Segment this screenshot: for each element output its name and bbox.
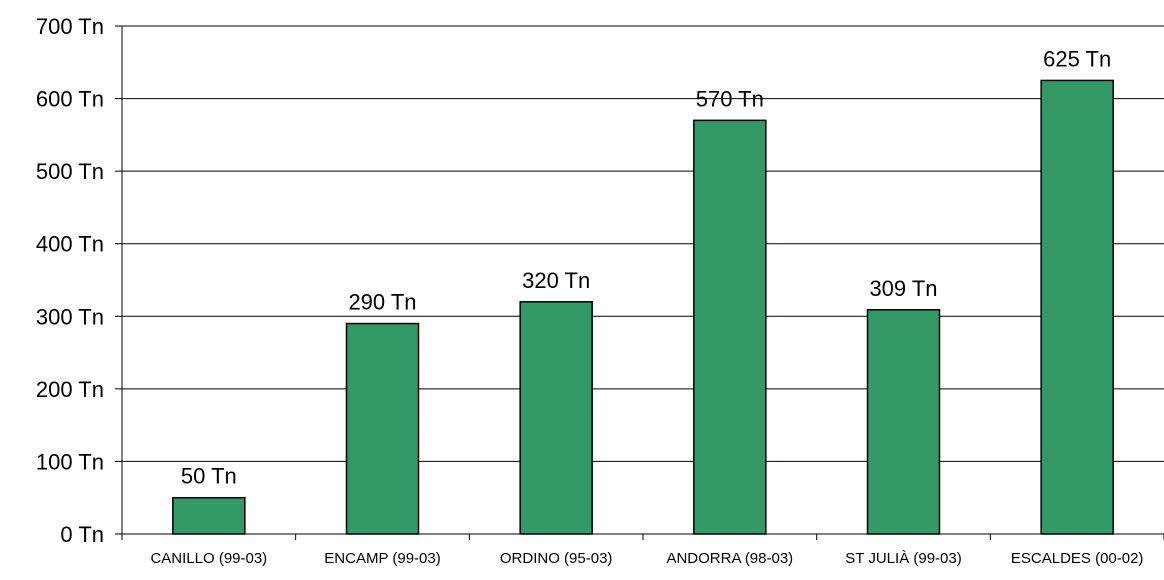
y-tick-label: 300 Tn: [36, 304, 104, 329]
y-tick-label: 500 Tn: [36, 159, 104, 184]
y-tick-label: 600 Tn: [36, 87, 104, 112]
x-category-label: ST JULIÀ (99-03): [845, 550, 961, 567]
x-category-label: ANDORRA (98-03): [666, 550, 793, 567]
x-category-label: ORDINO (95-03): [500, 550, 613, 567]
x-category-label: ENCAMP (99-03): [324, 550, 440, 567]
gridlines: [122, 25, 1164, 462]
bar: [172, 496, 246, 535]
data-label: 290 Tn: [348, 290, 416, 315]
bars: [172, 79, 1114, 535]
labels: 0 Tn 100 Tn 200 Tn 300 Tn 400 Tn 500 Tn 600 Tn…: [36, 14, 1144, 567]
y-tick-label: 100 Tn: [36, 449, 104, 474]
y-tick-label: 400 Tn: [36, 232, 104, 257]
y-tick-label: 700 Tn: [36, 14, 104, 39]
data-label: 625 Tn: [1043, 46, 1111, 71]
x-category-label: ESCALDES (00-02): [1011, 550, 1144, 567]
data-label: 570 Tn: [696, 86, 764, 111]
data-label: 50 Tn: [181, 464, 237, 489]
bar: [345, 322, 420, 535]
bar: [1040, 79, 1114, 535]
data-label: 320 Tn: [522, 268, 590, 293]
axes: [115, 25, 1164, 540]
y-tick-label: 200 Tn: [36, 377, 104, 402]
x-category-label: CANILLO (99-03): [150, 550, 267, 567]
bar: [519, 301, 593, 535]
bar: [866, 309, 941, 535]
data-label: 309 Tn: [869, 276, 937, 301]
y-tick-label: 0 Tn: [60, 522, 104, 547]
bar: [693, 119, 767, 535]
